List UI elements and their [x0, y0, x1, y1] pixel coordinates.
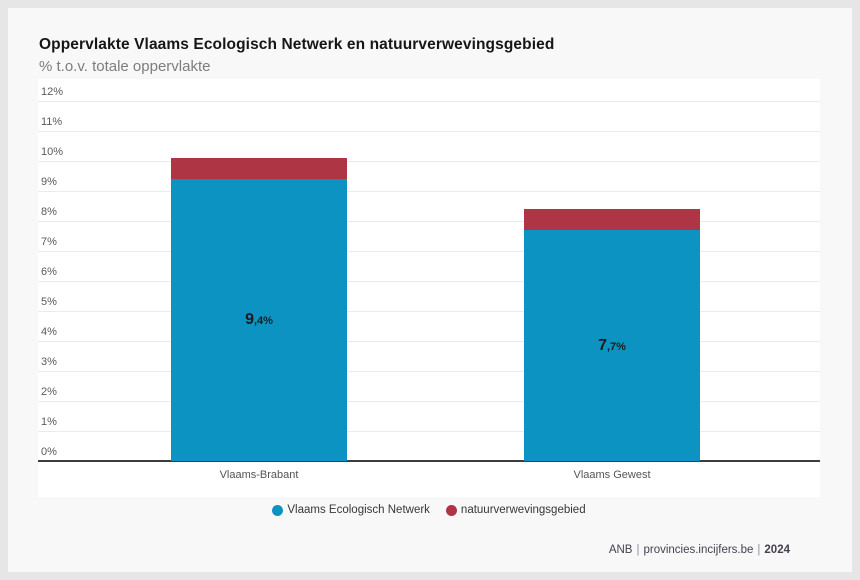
y-tick-label: 8% [41, 206, 57, 218]
y-tick-label: 10% [41, 146, 64, 158]
footer-site: provincies.incijfers.be [643, 544, 754, 556]
y-tick-label: 0% [41, 446, 57, 458]
legend-dot-icon [272, 504, 284, 516]
x-axis-label: Vlaams-Brabant [219, 469, 299, 481]
legend-item[interactable]: Vlaams Ecologisch Netwerk [272, 504, 430, 516]
footer-separator: | [757, 544, 761, 556]
bar-value-label: 7,7% [598, 336, 626, 354]
bar-segment-Vlaams-Brabant-natuurverwevingsgebied[interactable] [171, 158, 347, 179]
footer: ANB | provincies.incijfers.be | 2024 [609, 544, 790, 556]
chart-title: Oppervlakte Vlaams Ecologisch Netwerk en… [39, 36, 555, 53]
y-tick-label: 2% [41, 386, 57, 398]
x-axis-label: Vlaams Gewest [573, 469, 651, 481]
y-tick-label: 1% [41, 416, 57, 428]
y-tick-label: 12% [41, 86, 64, 98]
gridline [38, 341, 820, 342]
y-tick-label: 11% [41, 116, 63, 128]
gridline [38, 101, 820, 102]
bar-value-label: 9,4% [245, 311, 273, 328]
legend-label: natuurverwevingsgebied [460, 504, 586, 516]
gridline [38, 221, 820, 222]
gridline [38, 371, 820, 372]
bar-segment-Vlaams-Brabant-Vlaams Ecologisch Netwerk[interactable] [171, 179, 347, 461]
gridline [38, 131, 820, 132]
gridline [38, 431, 820, 432]
y-tick-label: 7% [41, 236, 57, 248]
y-tick-label: 6% [41, 266, 57, 278]
legend-item[interactable]: natuurverwevingsgebied [445, 504, 586, 516]
gridline [38, 251, 820, 252]
gridline [38, 191, 820, 192]
x-axis-line [38, 460, 820, 462]
legend: Vlaams Ecologisch Netwerk natuurverweving… [38, 504, 820, 516]
plot-area: 0% 1% 2% 3% 4% 5% 6% 7% 8% 9% 10% 11% 12% 9,4% Vlaams-… [38, 79, 820, 497]
gridline [38, 311, 820, 312]
footer-source: ANB [608, 544, 633, 556]
chart-subtitle: % t.o.v. totale oppervlakte [39, 58, 211, 75]
footer-separator: | [636, 544, 640, 556]
bar-segment-Vlaams Gewest-Vlaams Ecologisch Netwerk[interactable] [524, 230, 700, 461]
y-tick-label: 9% [41, 176, 57, 188]
gridline [38, 281, 820, 282]
legend-dot-icon [445, 504, 457, 516]
bar-segment-Vlaams Gewest-natuurverwevingsgebied[interactable] [524, 209, 700, 230]
y-tick-label: 5% [41, 296, 57, 308]
footer-year: 2024 [764, 544, 790, 556]
y-tick-label: 3% [41, 356, 57, 368]
gridline [38, 161, 820, 162]
gridline [38, 401, 820, 402]
y-tick-label: 4% [41, 326, 57, 338]
chart-card: Oppervlakte Vlaams Ecologisch Netwerk en… [8, 8, 852, 572]
legend-label: Vlaams Ecologisch Netwerk [287, 504, 430, 516]
